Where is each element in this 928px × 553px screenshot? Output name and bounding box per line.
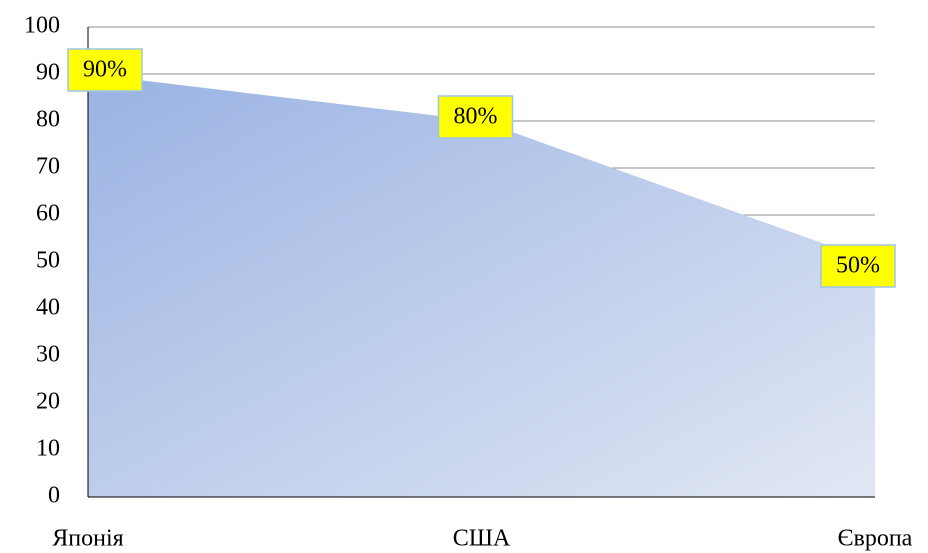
data-label-box <box>67 48 143 92</box>
data-label-text: 80% <box>454 104 498 130</box>
y-tick-label: 70 <box>36 154 60 180</box>
area <box>88 74 875 497</box>
data-label: 90% <box>67 48 143 92</box>
y-tick-label: 0 <box>48 483 60 509</box>
y-tick-label: 100 <box>24 13 60 39</box>
y-tick-label: 20 <box>36 389 60 415</box>
x-tick-label: Європа <box>838 526 913 552</box>
data-label: 80% <box>437 95 514 139</box>
data-label-text: 50% <box>836 253 880 279</box>
y-tick-label: 30 <box>36 342 60 368</box>
y-tick-label: 90 <box>36 60 60 86</box>
data-label-text: 90% <box>83 57 127 83</box>
x-tick-label: США <box>453 526 511 552</box>
y-tick-label: 50 <box>36 248 60 274</box>
y-tick-label: 10 <box>36 436 60 462</box>
x-tick-label: Японія <box>52 526 123 552</box>
data-label-box <box>437 95 514 139</box>
data-label: 50% <box>820 244 896 288</box>
y-tick-label: 80 <box>36 107 60 133</box>
y-tick-label: 40 <box>36 295 60 321</box>
y-tick-label: 60 <box>36 201 60 227</box>
data-label-box <box>820 244 896 288</box>
